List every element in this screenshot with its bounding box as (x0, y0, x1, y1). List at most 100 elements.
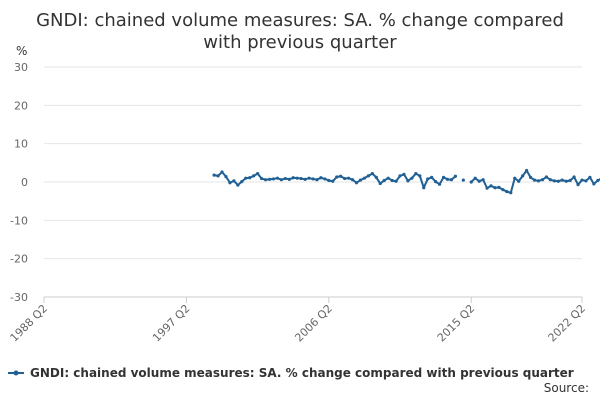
data-point[interactable] (461, 178, 465, 182)
data-point[interactable] (354, 181, 359, 185)
data-point[interactable] (441, 175, 446, 179)
data-point[interactable] (263, 178, 268, 182)
data-point[interactable] (485, 186, 489, 190)
data-point[interactable] (295, 176, 299, 180)
data-point[interactable] (362, 176, 367, 180)
data-point[interactable] (228, 181, 232, 185)
data-point[interactable] (382, 178, 386, 183)
data-point[interactable] (449, 178, 454, 182)
data-point[interactable] (576, 183, 580, 187)
data-point[interactable] (224, 175, 228, 179)
data-point[interactable] (386, 176, 390, 180)
data-point[interactable] (497, 185, 501, 189)
data-point[interactable] (303, 177, 307, 181)
data-point[interactable] (236, 183, 240, 187)
data-point[interactable] (422, 186, 426, 190)
data-point[interactable] (560, 178, 564, 182)
data-point[interactable] (244, 176, 248, 180)
data-point[interactable] (232, 179, 236, 183)
data-point[interactable] (434, 180, 438, 184)
legend-label[interactable]: GNDI: chained volume measures: SA. % cha… (30, 366, 574, 380)
data-point[interactable] (501, 188, 505, 192)
data-point[interactable] (402, 172, 406, 176)
x-tick-label: 1997 Q2 (150, 302, 193, 345)
data-point[interactable] (414, 171, 418, 176)
data-point[interactable] (509, 191, 513, 195)
data-point[interactable] (525, 168, 529, 173)
data-point[interactable] (319, 176, 323, 180)
data-point[interactable] (366, 174, 370, 178)
data-point[interactable] (350, 178, 355, 182)
data-point[interactable] (240, 180, 244, 184)
data-point[interactable] (271, 177, 276, 181)
data-point[interactable] (378, 181, 382, 186)
data-point[interactable] (536, 179, 541, 183)
data-point[interactable] (216, 174, 220, 178)
data-point[interactable] (299, 176, 303, 181)
data-point[interactable] (267, 177, 272, 181)
data-point[interactable] (473, 176, 477, 180)
data-point[interactable] (331, 179, 335, 183)
data-point[interactable] (540, 178, 545, 182)
data-point[interactable] (323, 177, 327, 181)
data-point[interactable] (592, 182, 596, 186)
data-point[interactable] (339, 174, 343, 178)
data-point[interactable] (287, 177, 291, 181)
data-point[interactable] (358, 178, 363, 182)
data-point[interactable] (279, 178, 283, 182)
data-point[interactable] (426, 177, 430, 181)
data-point[interactable] (528, 175, 533, 179)
data-point[interactable] (580, 178, 584, 182)
data-point[interactable] (398, 174, 402, 178)
data-point[interactable] (505, 189, 509, 194)
data-point[interactable] (248, 176, 252, 180)
data-point[interactable] (291, 176, 295, 180)
data-point[interactable] (327, 178, 331, 183)
data-point[interactable] (252, 174, 256, 178)
data-point[interactable] (596, 178, 600, 183)
data-point[interactable] (370, 171, 374, 176)
data-point[interactable] (259, 176, 264, 181)
data-point[interactable] (315, 178, 319, 182)
data-point[interactable] (532, 178, 537, 182)
data-point[interactable] (548, 178, 552, 182)
data-point[interactable] (283, 176, 287, 181)
data-point[interactable] (343, 176, 347, 181)
data-point[interactable] (220, 170, 224, 174)
data-point[interactable] (418, 174, 422, 178)
data-point[interactable] (544, 175, 549, 179)
data-point[interactable] (311, 177, 315, 181)
data-point[interactable] (212, 173, 216, 177)
data-point[interactable] (394, 179, 398, 183)
data-point[interactable] (517, 179, 521, 183)
data-point[interactable] (521, 174, 525, 178)
data-point[interactable] (445, 177, 450, 181)
data-point[interactable] (572, 175, 576, 179)
data-point[interactable] (406, 179, 410, 183)
data-point[interactable] (513, 176, 517, 180)
data-point[interactable] (469, 180, 473, 184)
data-point[interactable] (568, 178, 572, 183)
data-point[interactable] (347, 176, 351, 180)
data-point[interactable] (335, 175, 339, 179)
data-point[interactable] (374, 175, 378, 179)
legend[interactable]: GNDI: chained volume measures: SA. % cha… (8, 366, 574, 380)
data-point[interactable] (588, 175, 592, 179)
data-point[interactable] (477, 179, 481, 183)
data-point[interactable] (489, 184, 493, 188)
data-point[interactable] (307, 176, 311, 180)
data-point[interactable] (430, 175, 434, 179)
data-point[interactable] (493, 186, 497, 190)
data-point[interactable] (481, 178, 485, 182)
data-point[interactable] (564, 179, 568, 183)
data-point[interactable] (556, 179, 560, 183)
data-point[interactable] (552, 179, 556, 183)
data-point[interactable] (390, 178, 394, 183)
data-point[interactable] (437, 182, 442, 186)
data-point[interactable] (453, 174, 458, 178)
data-point[interactable] (410, 176, 414, 180)
data-point[interactable] (256, 171, 260, 176)
data-point[interactable] (275, 176, 279, 180)
y-axis-ticks: 30 20 10 0 -10 -20 -30 (10, 61, 28, 304)
data-point[interactable] (584, 179, 588, 183)
